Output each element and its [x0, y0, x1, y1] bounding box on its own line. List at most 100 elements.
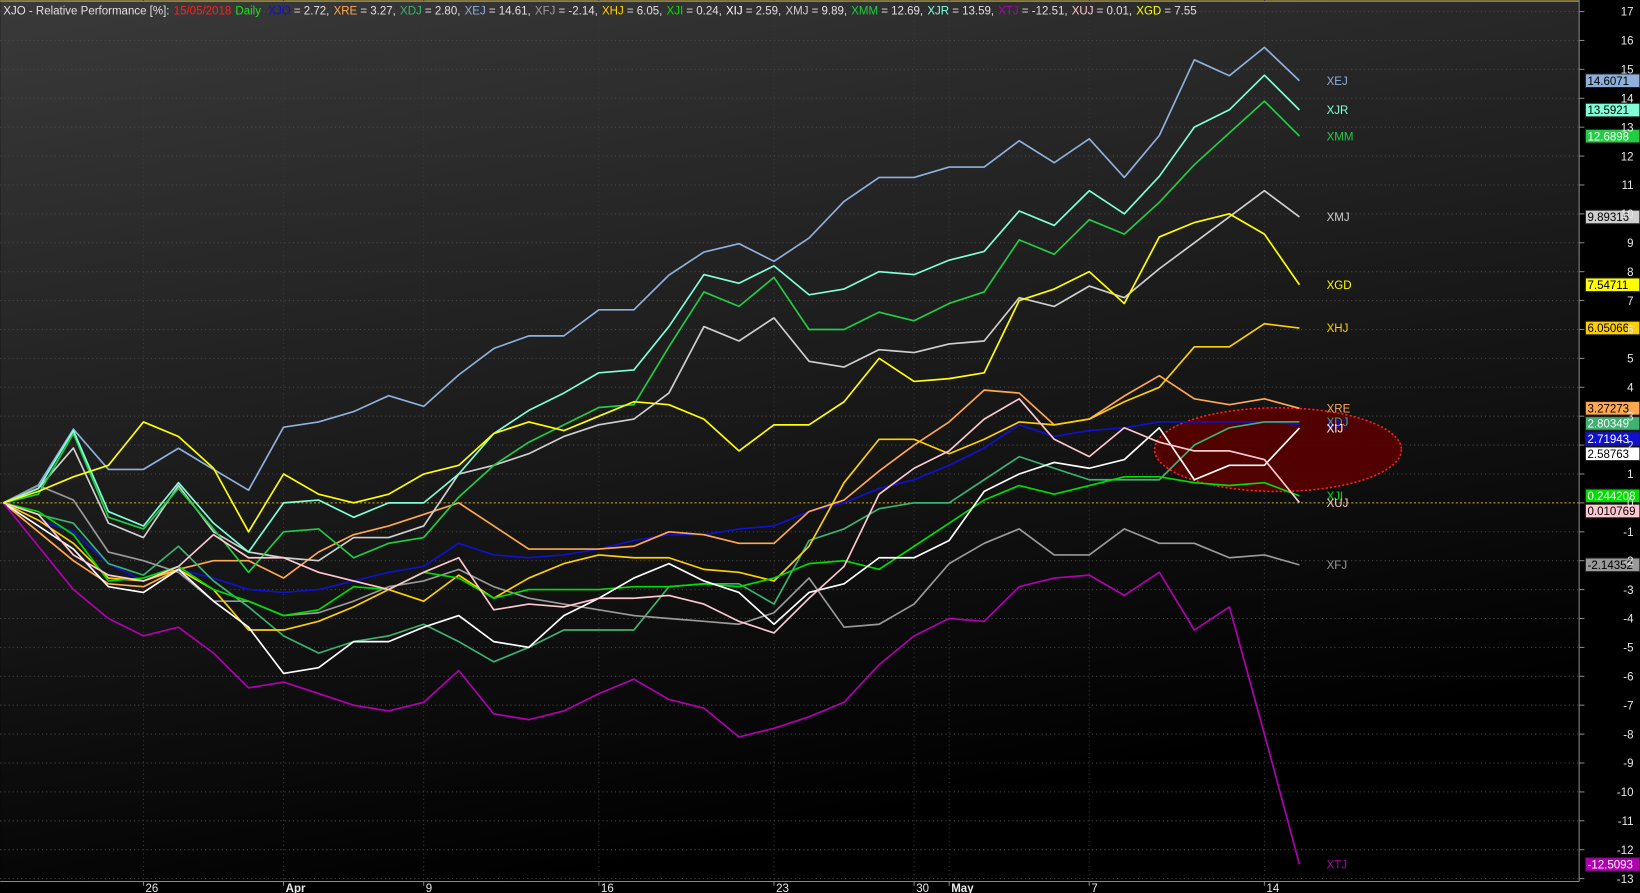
legend-value: = 2.80,: [425, 6, 461, 18]
y-tick-label: 2: [1627, 440, 1633, 452]
value-box-label: 14.6071: [1588, 76, 1630, 88]
line-end-label: XGD: [1327, 280, 1352, 292]
value-box-label: 12.6898: [1588, 131, 1630, 143]
y-tick-label: -10: [1617, 787, 1634, 799]
legend-value: = -12.51,: [1022, 6, 1068, 18]
legend-name: XGD: [1136, 6, 1161, 18]
series-line: [3, 100, 1301, 574]
value-box-label: 9.89316: [1588, 212, 1630, 224]
legend-name: XJI: [667, 6, 684, 18]
y-tick-label: 15: [1621, 65, 1634, 77]
series-line: [2, 502, 1301, 865]
labels: XJO XRE XDJ XEJ XFJ XHJ XJI XIJ XMJ XMM XJR XTJ XUJ X…: [1327, 73, 1640, 872]
value-box-label: 2.58763: [1588, 449, 1630, 461]
y-tick-label: 4: [1627, 382, 1634, 394]
legend-value: = 14.61,: [489, 6, 531, 18]
series-line: [2, 484, 1300, 629]
x-tick-label: 26: [146, 883, 159, 893]
x-tick-label: Apr: [286, 883, 306, 893]
value-box-label: 6.05066: [1588, 323, 1630, 335]
y-tick-label: -8: [1623, 729, 1633, 741]
y-tick-label: 10: [1621, 209, 1634, 221]
grid: [0, 0, 1585, 886]
legend-name: XMM: [851, 6, 878, 18]
y-tick-label: 7: [1627, 296, 1633, 308]
series-line: [3, 397, 1301, 634]
legend-value: = 13.59,: [952, 6, 994, 18]
line-end-label: XHJ: [1327, 323, 1349, 335]
y-tick-label: -9: [1623, 758, 1633, 770]
legend-name: XFJ: [535, 6, 555, 18]
value-box-label: 13.5921: [1588, 105, 1630, 117]
series-line: [2, 322, 1300, 631]
legend-value: = 3.27,: [360, 6, 396, 18]
y-tick-label: -2: [1623, 556, 1633, 568]
chart-title: XJO - Relative Performance [%]:: [3, 6, 169, 18]
legend-value: = -2.14,: [559, 6, 598, 18]
y-tick-label: 5: [1627, 354, 1633, 366]
legend-value: = 2.59,: [746, 6, 782, 18]
y-tick-label: -11: [1618, 816, 1634, 828]
value-box-label: 2.80349: [1588, 419, 1630, 431]
series-line: [3, 420, 1300, 663]
x-tick-label: 7: [1091, 883, 1097, 893]
x-tick-label: 30: [916, 883, 929, 893]
legend-name: XEJ: [465, 6, 486, 18]
legend-name: XJO: [268, 6, 290, 18]
y-tick-label: -1: [1623, 527, 1633, 539]
y-tick-label: 11: [1622, 180, 1634, 192]
y-tick-label: 3: [1627, 411, 1633, 423]
x-tick-label: 9: [426, 883, 432, 893]
series-line: [3, 74, 1301, 553]
y-tick-label: 16: [1621, 36, 1634, 48]
value-box-label: 7.54711: [1588, 280, 1629, 292]
y-tick-label: 0: [1627, 498, 1633, 510]
y-tick-label: 1: [1627, 469, 1633, 481]
legend-value: = 12.69,: [881, 6, 923, 18]
line-end-label: XFJ: [1327, 560, 1347, 572]
series-line: [3, 475, 1300, 617]
y-tick-label: 8: [1627, 267, 1633, 279]
y-tick-label: 12: [1621, 151, 1634, 163]
line-end-label: XTJ: [1327, 860, 1347, 872]
legend-value: = 9.89,: [812, 6, 847, 18]
x-tick-label: 16: [601, 883, 614, 893]
line-end-label: XDJ: [1327, 417, 1349, 429]
value-box-label: -2.14352: [1588, 560, 1633, 572]
line-end-label: XJO: [1327, 419, 1349, 431]
line-end-label: XUJ: [1327, 498, 1349, 510]
line-end-label: XEJ: [1327, 76, 1348, 88]
legend-name: XDJ: [400, 6, 422, 18]
value-box-label: 0.010769: [1588, 506, 1636, 518]
y-tick-label: 13: [1621, 122, 1634, 134]
y-tick-label: -6: [1623, 671, 1633, 683]
legend-value: = 2.72,: [294, 6, 330, 18]
x-tick-label: 14: [1267, 883, 1280, 893]
legend-value: = 0.01,: [1097, 6, 1133, 18]
series-line: [3, 213, 1301, 533]
y-tick-label: -7: [1623, 700, 1633, 712]
legend-value: = 6.05,: [627, 6, 663, 18]
legend-name: XJR: [927, 6, 949, 18]
y-tick-label: 9: [1627, 238, 1633, 250]
legend-name: XUJ: [1072, 6, 1094, 18]
interval: Daily: [235, 6, 261, 18]
x-tick-label: May: [951, 883, 974, 893]
y-tick-label: -4: [1623, 614, 1634, 626]
series-lines: [2, 46, 1301, 865]
value-box-label: 0.244208: [1588, 491, 1636, 503]
line-end-label: XRE: [1327, 403, 1351, 415]
legend-value: = 0.24,: [686, 6, 722, 18]
date: 15/05/2018: [174, 6, 232, 18]
value-box-label: 3.27273: [1588, 403, 1630, 415]
y-tick-label: 17: [1621, 7, 1634, 19]
legend-name: XIJ: [726, 6, 743, 18]
header: XJO - Relative Performance [%]: 15/05/201…: [3, 6, 1196, 18]
y-tick-label: -3: [1623, 585, 1633, 597]
line-end-label: XMJ: [1327, 212, 1350, 224]
line-end-label: XMM: [1327, 131, 1354, 143]
y-tick-label: -12: [1617, 845, 1634, 857]
y-tick-label: 6: [1627, 325, 1633, 337]
